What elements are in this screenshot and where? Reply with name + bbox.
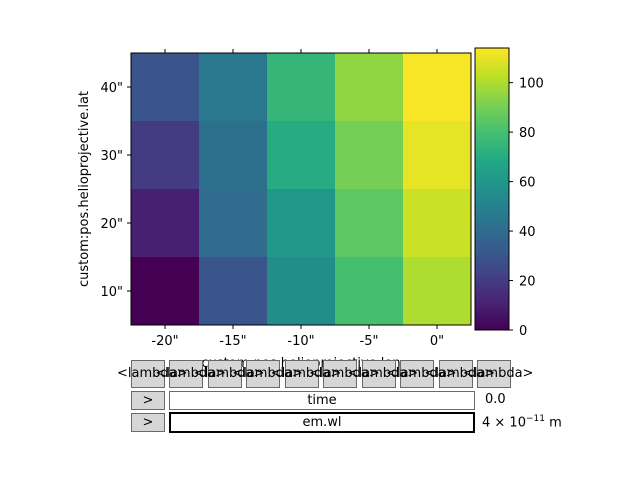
lambda-button[interactable] bbox=[323, 360, 358, 388]
heatmap-cell bbox=[267, 257, 336, 326]
lambda-button-label: <lambda> bbox=[462, 366, 534, 381]
heatmap-cell bbox=[403, 257, 472, 326]
y-tick-label: 20" bbox=[100, 217, 123, 232]
heatmap-cell bbox=[131, 121, 200, 190]
wavelength-value-unit: m bbox=[549, 415, 562, 431]
y-tick-label: 10" bbox=[100, 285, 123, 300]
heatmap-cell bbox=[131, 53, 200, 122]
heatmap-cell bbox=[335, 53, 404, 122]
x-tick-label: 0" bbox=[430, 334, 444, 349]
colorbar-tick-label: 0 bbox=[519, 324, 527, 339]
heatmap-cell bbox=[403, 53, 472, 122]
heatmap-cell bbox=[335, 189, 404, 258]
heatmap-cell bbox=[267, 189, 336, 258]
lambda-button-label: <lambda> bbox=[424, 366, 496, 381]
heatmap-cell bbox=[199, 121, 268, 190]
time-play-button[interactable]: > bbox=[131, 391, 165, 410]
x-tick-label: -10" bbox=[287, 334, 314, 349]
lambda-button-label: <lambda> bbox=[347, 366, 419, 381]
heatmap-cell bbox=[403, 189, 472, 258]
lambda-button-label: <lambda> bbox=[117, 366, 188, 381]
heatmap-cell bbox=[335, 257, 404, 326]
lambda-button[interactable] bbox=[131, 360, 165, 388]
x-tick-label: -15" bbox=[219, 334, 246, 349]
x-axis: -20" -15" -10" -5" 0" bbox=[151, 49, 444, 349]
colorbar-tick-label: 80 bbox=[519, 126, 536, 141]
wavelength-slider[interactable]: em.wl bbox=[169, 412, 475, 433]
wavelength-value-mantissa: 4 × 10 bbox=[482, 415, 526, 431]
lambda-button[interactable] bbox=[246, 360, 281, 388]
heatmap-cell bbox=[267, 53, 336, 122]
lambda-button-label: <lambda> bbox=[386, 366, 457, 381]
heatmap-cell bbox=[199, 53, 268, 122]
lambda-button[interactable] bbox=[476, 360, 511, 388]
x-tick-label: -5" bbox=[360, 334, 379, 349]
lambda-button[interactable] bbox=[400, 360, 435, 388]
wavelength-slider-label: em.wl bbox=[302, 415, 342, 430]
lambda-button[interactable] bbox=[169, 360, 204, 388]
heatmap-cells bbox=[131, 53, 472, 326]
colorbar bbox=[474, 47, 510, 331]
lambda-button-label: <lambda> bbox=[232, 366, 303, 381]
heatmap-cell bbox=[131, 189, 200, 258]
colorbar-tick-label: 100 bbox=[519, 77, 544, 92]
time-value-readout: 0.0 bbox=[485, 392, 506, 407]
lambda-button-label: <lambda> bbox=[193, 366, 265, 381]
lambda-button[interactable] bbox=[361, 360, 396, 388]
y-tick-label: 30" bbox=[100, 149, 123, 164]
colorbar-tick-label: 60 bbox=[519, 176, 536, 191]
time-slider[interactable]: time bbox=[169, 391, 475, 410]
wavelength-value-exponent: −11 bbox=[525, 414, 545, 424]
y-axis: 10" 20" 30" 40" bbox=[100, 81, 131, 300]
x-tick-label: -20" bbox=[151, 334, 178, 349]
wavelength-value-readout: 4 × 10−11 m bbox=[482, 414, 562, 430]
lambda-button[interactable] bbox=[284, 360, 319, 388]
heatmap-cell bbox=[335, 121, 404, 190]
colorbar-tick-label: 40 bbox=[519, 225, 536, 240]
lambda-button-label: <lambda> bbox=[155, 366, 226, 381]
colorbar-ticks: 0 20 40 60 80 100 bbox=[509, 77, 544, 339]
lambda-button[interactable] bbox=[207, 360, 242, 388]
wavelength-play-button[interactable]: > bbox=[131, 413, 165, 432]
heatmap-cell bbox=[403, 121, 472, 190]
heatmap-cell bbox=[267, 121, 336, 190]
y-axis-label: custom:pos.helioprojective.lat bbox=[77, 91, 92, 287]
lambda-button-label: <lambda> bbox=[270, 366, 342, 381]
lambda-button-label: <lambda> bbox=[309, 366, 380, 381]
time-slider-label: time bbox=[307, 393, 337, 408]
y-tick-label: 40" bbox=[100, 81, 123, 96]
heatmap-cell bbox=[131, 257, 200, 326]
colorbar-tick-label: 20 bbox=[519, 275, 536, 290]
lambda-button[interactable] bbox=[438, 360, 473, 388]
heatmap-cell bbox=[199, 257, 268, 326]
heatmap-cell bbox=[199, 189, 268, 258]
